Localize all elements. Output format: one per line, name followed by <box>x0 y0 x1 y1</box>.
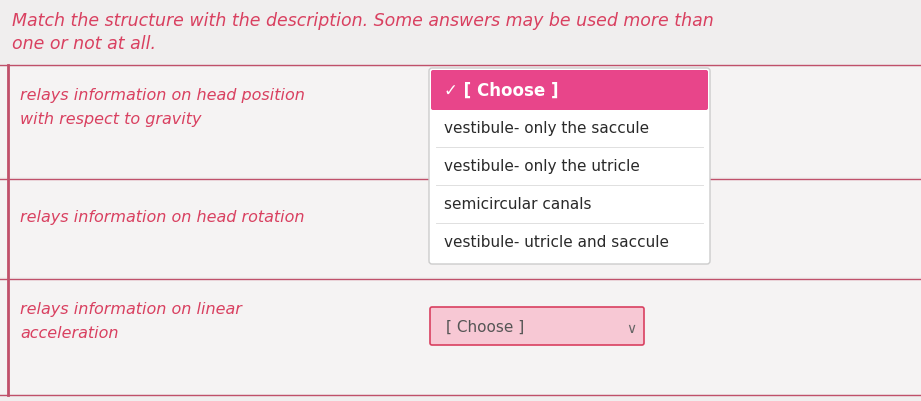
Text: [ Choose ]: [ Choose ] <box>446 319 524 334</box>
Text: ∨: ∨ <box>626 321 636 335</box>
Text: acceleration: acceleration <box>20 325 119 340</box>
Text: vestibule- utricle and saccule: vestibule- utricle and saccule <box>444 235 669 250</box>
Text: relays information on linear: relays information on linear <box>20 301 242 316</box>
FancyBboxPatch shape <box>429 69 710 264</box>
Text: with respect to gravity: with respect to gravity <box>20 112 202 127</box>
Text: relays information on head rotation: relays information on head rotation <box>20 209 305 225</box>
Text: vestibule- only the utricle: vestibule- only the utricle <box>444 159 640 174</box>
Text: vestibule- only the saccule: vestibule- only the saccule <box>444 121 649 136</box>
Text: relays information on head position: relays information on head position <box>20 88 305 103</box>
Bar <box>0 68 921 178</box>
Text: semicircular canals: semicircular canals <box>444 197 591 212</box>
Text: ✓ [ Choose ]: ✓ [ Choose ] <box>444 82 558 100</box>
FancyBboxPatch shape <box>431 71 708 111</box>
Bar <box>0 279 921 394</box>
FancyBboxPatch shape <box>430 307 644 345</box>
Text: one or not at all.: one or not at all. <box>12 35 156 53</box>
Bar <box>0 180 921 277</box>
Text: Match the structure with the description. Some answers may be used more than: Match the structure with the description… <box>12 12 714 30</box>
